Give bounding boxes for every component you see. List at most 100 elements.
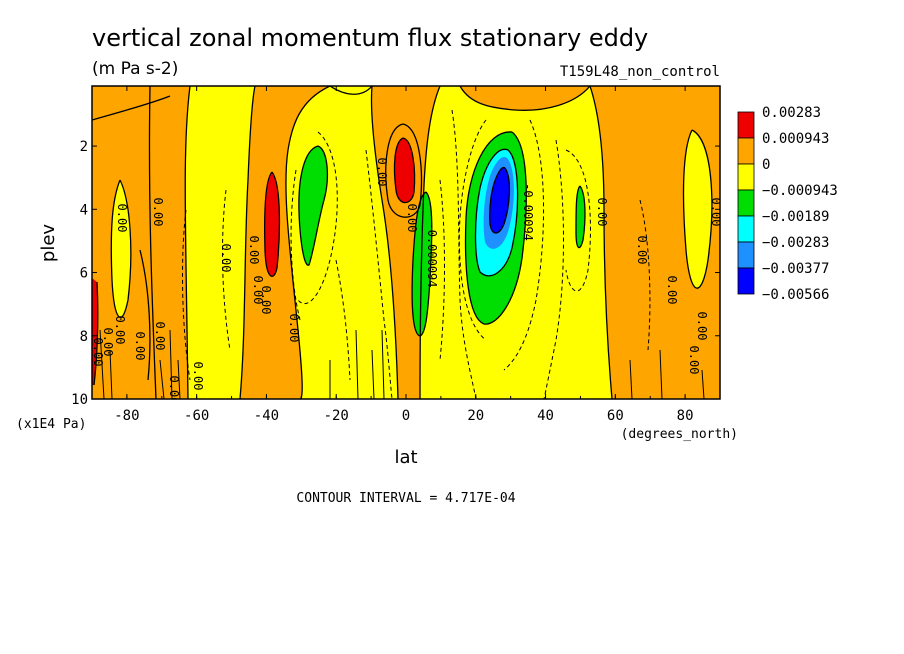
- solid-contour-11: [385, 123, 423, 218]
- contour-label-2: 0.00: [101, 328, 115, 357]
- green-patch-51n: [576, 186, 585, 248]
- x-tick-label-7: 60: [607, 408, 624, 424]
- contour-fragment-3: [169, 329, 173, 399]
- contour-label-5: 0.00: [191, 362, 205, 391]
- contour-labels: 0.00 0.000.000.00 0.000.000.000.000.000.00…: [91, 158, 723, 399]
- contour-fragment-9: [659, 349, 663, 399]
- green-patch-29s: [298, 146, 328, 266]
- solid-contour-17: [575, 185, 586, 249]
- contour-label-19: -0.00094: [521, 183, 535, 241]
- chart-title: vertical zonal momentum flux stationary …: [92, 24, 648, 52]
- legend-label-3: −0.000943: [762, 183, 838, 199]
- yellow-patch-far-north: [683, 130, 712, 289]
- solid-contour-9: [264, 171, 281, 278]
- legend-swatch-3: [737, 189, 755, 217]
- solid-contour-5: [589, 86, 613, 399]
- solid-contour-6: [459, 86, 591, 111]
- x-tick-label-4: 0: [402, 408, 410, 424]
- solid-contour-2: [285, 86, 331, 399]
- y-axis-label: plev: [38, 224, 59, 263]
- contour-label-17: 0.00: [133, 332, 147, 361]
- legend-swatch-6: [737, 267, 755, 295]
- dashed-contour-3: [439, 179, 445, 361]
- y-tick-label-3: 8: [80, 329, 88, 345]
- solid-contour-20: [139, 249, 151, 381]
- contour-fragment-8: [629, 359, 633, 399]
- solid-contour-22: [329, 86, 373, 95]
- dashed-contour-12: [639, 199, 651, 351]
- yellow-patch-far-south: [111, 180, 131, 318]
- legend-swatch-4: [737, 215, 755, 243]
- solid-contour-19: [148, 86, 157, 399]
- red-patch-equator: [394, 138, 415, 203]
- solid-contour-1: [239, 86, 256, 399]
- x-tick-label-1: -60: [184, 408, 209, 424]
- x-tick-label-2: -40: [254, 408, 279, 424]
- legend-swatch-2: [737, 163, 755, 191]
- contour-label-13: 0.00: [635, 236, 649, 265]
- contour-label-10: 0.00: [405, 204, 419, 233]
- solid-contour-7: [682, 129, 713, 289]
- contour-label-7: 0.00: [251, 276, 265, 305]
- solid-contour-8: [110, 179, 132, 319]
- contour-fragment-2: [159, 359, 165, 399]
- y-tick-label-4: 10: [71, 392, 88, 408]
- orange-column-equator: [371, 86, 440, 399]
- contour-fragment-7: [381, 329, 385, 399]
- dashed-contour-0: [297, 131, 338, 305]
- contour-label-15: 0.00: [695, 312, 709, 341]
- contour-label-1: 0.00: [151, 198, 165, 227]
- dashed-contour-7: [565, 149, 591, 292]
- contour-label-0: 0.00: [115, 204, 129, 233]
- contour-label-11: 0.00: [595, 198, 609, 227]
- contour-label-9: 0.00: [375, 158, 389, 187]
- y-tick-label-1: 4: [80, 202, 88, 218]
- contour-label-16: 0.00: [259, 286, 273, 315]
- solid-contour-0: [184, 86, 191, 399]
- color-legend: 0.00283 0.000943 0 −0.000943 −0.00189 −0.0028…: [737, 105, 838, 303]
- solid-contour-10: [393, 137, 416, 204]
- legend-label-7: −0.00566: [762, 287, 829, 303]
- x-tick-label-6: 40: [537, 408, 554, 424]
- legend-label-4: −0.00189: [762, 209, 829, 225]
- legend-label-0: 0.00283: [762, 105, 821, 121]
- contour-label-3: 0.00: [113, 316, 127, 345]
- y-tick-label-0: 2: [80, 139, 88, 155]
- solid-contour-15: [474, 148, 519, 277]
- contour-label-12: 0.00: [709, 198, 723, 227]
- shaded-regions: [92, 86, 720, 399]
- contour-fragment-10: [701, 369, 705, 399]
- dashed-contour-5: [503, 119, 545, 371]
- solid-contour-13: [411, 191, 433, 337]
- axes: -80 -60 -40 -20 0 20 40 60 80 2 4 6 8 10: [71, 86, 721, 424]
- x-tick-label-8: 80: [677, 408, 694, 424]
- solid-contour-3: [370, 86, 399, 399]
- contour-interval-footer: CONTOUR INTERVAL = 4.717E-04: [296, 491, 515, 506]
- contour-label-22: 0.00: [247, 236, 261, 265]
- legend-label-6: −0.00377: [762, 261, 829, 277]
- run-label: T159L48_non_control: [560, 64, 720, 80]
- legend-label-2: 0: [762, 157, 770, 173]
- contour-label-4: 0.00: [153, 322, 167, 351]
- solid-contour-12: [298, 145, 329, 266]
- solid-contour-18: [93, 281, 99, 386]
- contour-fragment-1: [109, 349, 113, 399]
- legend-label-1: 0.000943: [762, 131, 829, 147]
- dashed-contour-9: [182, 209, 191, 381]
- blue-patch-28n: [489, 167, 510, 233]
- contour-fragment-0: [99, 329, 105, 399]
- legend-label-5: −0.00283: [762, 235, 829, 251]
- legend-swatch-5: [737, 241, 755, 269]
- x-tick-label-5: 20: [467, 408, 484, 424]
- contour-label-23: 0.00: [687, 346, 701, 375]
- plot-area: 0.00 0.000.000.00 0.000.000.000.000.000.00…: [91, 86, 723, 399]
- solid-contour-21: [92, 95, 171, 121]
- contour-label-20: 0.00: [91, 338, 105, 367]
- x-units-label: (degrees_north): [621, 427, 738, 442]
- contour-label-8: 0.00: [287, 314, 301, 343]
- red-patch-39s: [264, 172, 280, 277]
- dashed-contour-11: [335, 259, 351, 381]
- dashed-contour-6: [543, 139, 564, 399]
- y-units-label: (x1E4 Pa): [16, 417, 86, 432]
